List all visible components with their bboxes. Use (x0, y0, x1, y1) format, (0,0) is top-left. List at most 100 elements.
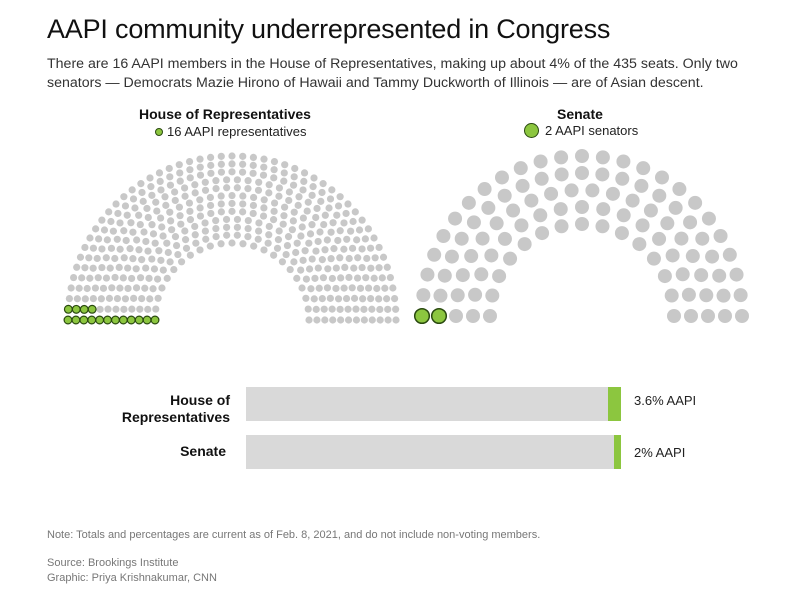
seat (323, 284, 332, 292)
seat (735, 309, 749, 323)
seat (655, 170, 669, 185)
seat (575, 166, 589, 180)
seat (433, 288, 448, 303)
seat (378, 274, 386, 282)
seat (223, 176, 231, 184)
seat (285, 188, 293, 196)
seat (233, 223, 241, 231)
seat (332, 264, 340, 272)
seat (239, 240, 247, 248)
seat (81, 264, 89, 272)
seat (249, 201, 258, 210)
seat (351, 208, 359, 216)
seat (275, 184, 284, 192)
seat (348, 284, 356, 292)
seat (375, 243, 383, 252)
seat (448, 211, 463, 226)
aapi-seat (103, 315, 113, 325)
seat (223, 231, 231, 239)
seat (228, 160, 236, 168)
seat (664, 288, 679, 303)
seat (614, 226, 629, 241)
seat (146, 174, 154, 182)
seat (217, 200, 225, 208)
seat (373, 284, 381, 293)
seat (376, 305, 384, 314)
seat (112, 305, 120, 313)
seat (228, 168, 236, 176)
seat (154, 294, 162, 302)
seat (733, 288, 748, 303)
seat (73, 263, 81, 271)
bar-label-house: House of Representatives (121, 392, 230, 425)
seat (484, 248, 499, 263)
seat (222, 215, 231, 224)
seat (206, 153, 215, 161)
seat (250, 193, 258, 202)
seat (270, 251, 278, 259)
seat (144, 247, 152, 255)
seat (657, 269, 672, 284)
seat (367, 264, 375, 272)
seat (130, 294, 138, 302)
seat (632, 237, 647, 252)
seat (217, 208, 225, 216)
seat (78, 274, 86, 282)
seat (95, 235, 103, 243)
seat (249, 209, 257, 218)
seat (166, 181, 175, 189)
aapi-seat (118, 315, 128, 325)
seat (292, 248, 300, 257)
seat (186, 251, 194, 259)
seat (107, 217, 115, 226)
seat (370, 234, 378, 242)
seat (109, 227, 117, 235)
seat (319, 180, 327, 188)
seat (244, 224, 252, 233)
seat (116, 245, 124, 253)
seat (265, 181, 273, 189)
seat (120, 254, 128, 262)
seat (156, 177, 164, 186)
seat (113, 294, 122, 303)
seat (342, 294, 351, 303)
seat (350, 264, 358, 272)
seat (98, 245, 106, 253)
seat (99, 284, 108, 292)
seat (217, 240, 225, 248)
seat (100, 226, 109, 234)
seat (284, 233, 293, 241)
seat (104, 305, 112, 313)
bar-house (607, 387, 621, 421)
seat (201, 219, 209, 227)
seat (466, 215, 481, 230)
seat (596, 202, 611, 217)
seat (128, 274, 136, 283)
seat (186, 207, 194, 215)
seat (310, 295, 318, 303)
seat (212, 185, 220, 193)
seat (420, 267, 435, 282)
seat (212, 232, 220, 241)
seat (150, 265, 159, 273)
seat (111, 273, 119, 282)
house-title: House of Representatives (139, 106, 311, 122)
seat (157, 214, 165, 222)
seat (359, 295, 367, 303)
seat (167, 217, 175, 225)
seat (206, 193, 214, 202)
seat (713, 229, 728, 243)
seat (454, 231, 469, 246)
seat (180, 184, 189, 192)
seat (131, 204, 139, 212)
seat (695, 231, 710, 246)
seat (254, 235, 262, 243)
seat (207, 209, 215, 218)
seat-charts (63, 149, 749, 325)
seat (139, 197, 147, 205)
seat (212, 224, 220, 233)
seat (124, 284, 132, 293)
seat (506, 203, 521, 218)
seat (360, 305, 368, 313)
seat (175, 203, 183, 211)
